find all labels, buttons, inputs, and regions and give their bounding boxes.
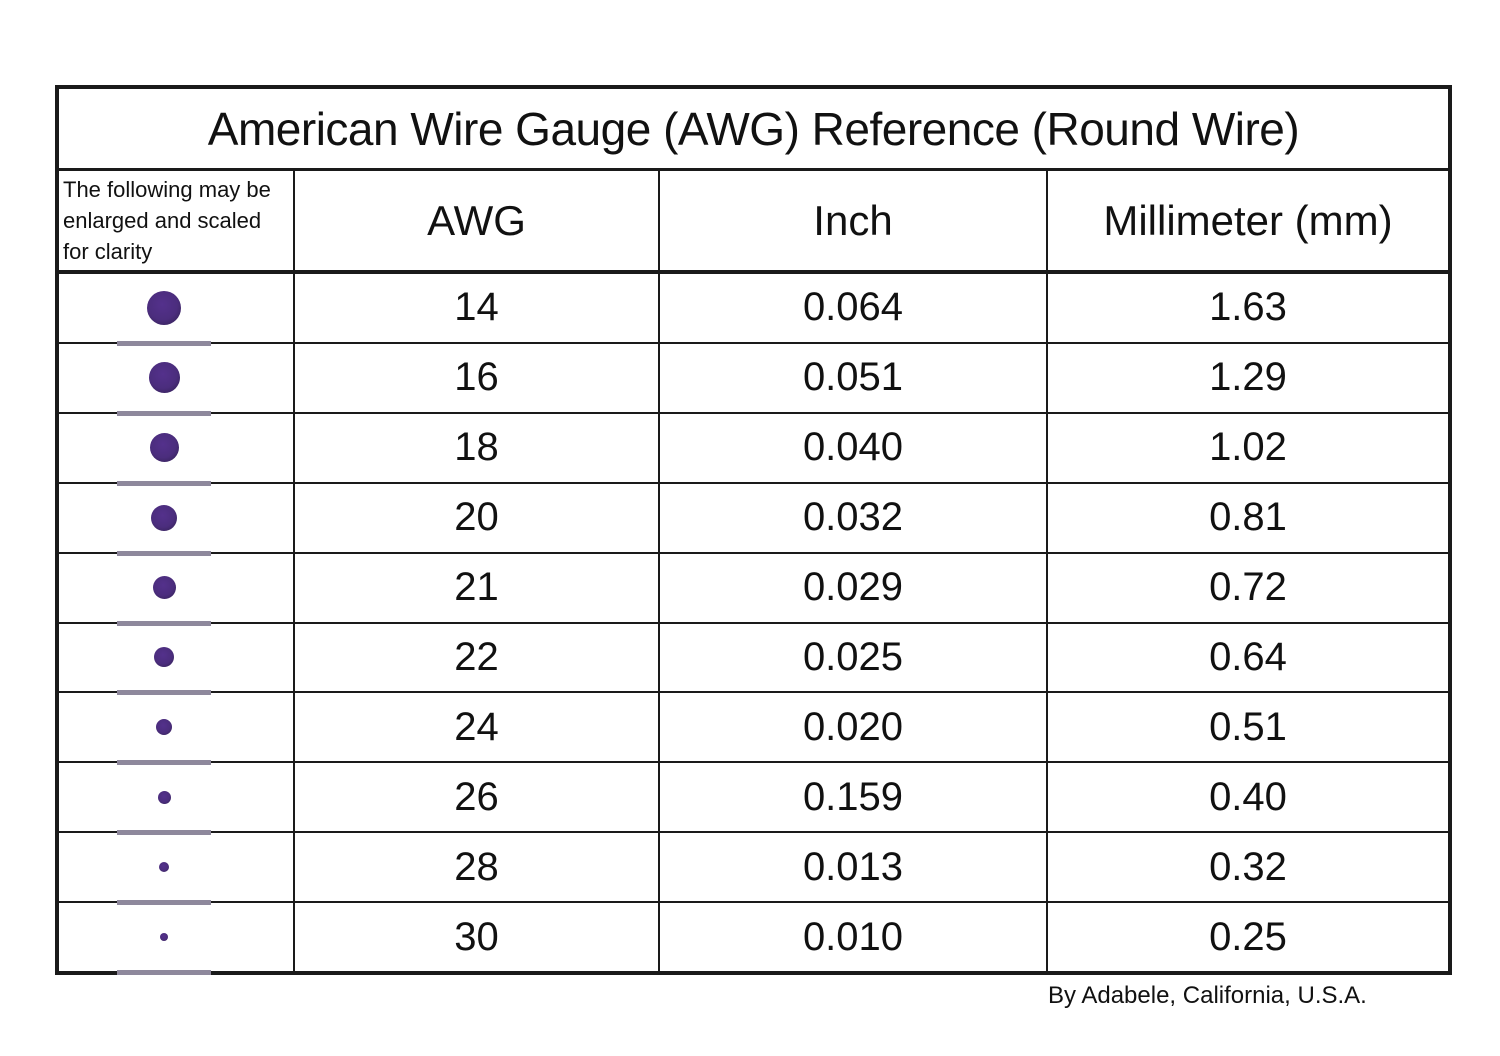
table-row: 30 0.010 0.25 xyxy=(59,903,1448,972)
header-row: The following may be enlarged and scaled… xyxy=(59,171,1448,274)
inch-value: 0.159 xyxy=(660,763,1048,832)
wire-size-dot-cell xyxy=(59,413,295,482)
table-row: 24 0.020 0.51 xyxy=(59,693,1448,764)
awg-value: 16 xyxy=(295,343,660,412)
mm-value: 1.02 xyxy=(1209,425,1287,470)
mm-value: 1.63 xyxy=(1209,285,1287,330)
column-header-inch: Inch xyxy=(660,171,1048,272)
wire-dot xyxy=(154,647,174,668)
mm-value: 0.81 xyxy=(1209,495,1287,540)
awg-value: 26 xyxy=(295,763,660,832)
wire-size-dot-cell xyxy=(59,274,295,342)
wire-size-dot-cell xyxy=(59,693,295,762)
column-header-mm: Millimeter (mm) xyxy=(1103,197,1393,245)
scale-note: The following may be enlarged and scaled… xyxy=(59,171,295,272)
table-row: 18 0.040 1.02 xyxy=(59,413,1448,484)
wire-dot xyxy=(160,933,168,942)
mm-value: 0.40 xyxy=(1209,774,1287,819)
wire-size-dot-cell xyxy=(59,553,295,622)
awg-value: 22 xyxy=(295,623,660,692)
column-header-awg: AWG xyxy=(295,171,660,272)
wire-dot xyxy=(159,862,169,873)
awg-value: 18 xyxy=(295,413,660,482)
awg-value: 28 xyxy=(295,833,660,902)
awg-value: 14 xyxy=(295,274,660,342)
wire-size-dot-cell xyxy=(59,623,295,692)
wire-dot xyxy=(149,433,179,463)
inch-value: 0.029 xyxy=(660,553,1048,622)
inch-value: 0.020 xyxy=(660,693,1048,762)
wire-size-dot-cell xyxy=(59,903,295,972)
inch-value: 0.010 xyxy=(660,903,1048,972)
wire-size-dot-cell xyxy=(59,763,295,832)
wire-dot xyxy=(156,719,172,736)
awg-value: 24 xyxy=(295,693,660,762)
mm-value: 1.29 xyxy=(1209,355,1287,400)
wire-size-dot-cell xyxy=(59,483,295,552)
table-row: 14 0.064 1.63 xyxy=(59,274,1448,344)
wire-dot xyxy=(157,790,171,804)
awg-value: 20 xyxy=(295,483,660,552)
awg-value: 21 xyxy=(295,553,660,622)
mm-value: 0.64 xyxy=(1209,634,1287,679)
wire-dot xyxy=(152,576,176,600)
mm-value: 0.51 xyxy=(1209,704,1287,749)
table-row: 16 0.051 1.29 xyxy=(59,343,1448,414)
mm-value: 0.32 xyxy=(1209,844,1287,889)
credit-line: By Adabele, California, U.S.A. xyxy=(1048,982,1367,1009)
mm-value: 0.25 xyxy=(1209,914,1287,959)
inch-value: 0.040 xyxy=(660,413,1048,482)
wire-size-dot-cell xyxy=(59,833,295,902)
wire-dot xyxy=(148,362,180,394)
table-row: 20 0.032 0.81 xyxy=(59,483,1448,554)
wire-dot xyxy=(147,290,181,325)
table-row: 22 0.025 0.64 xyxy=(59,623,1448,694)
inch-value: 0.032 xyxy=(660,483,1048,552)
table-row: 26 0.159 0.40 xyxy=(59,763,1448,834)
wire-dot xyxy=(151,504,177,531)
inch-value: 0.025 xyxy=(660,623,1048,692)
inch-value: 0.051 xyxy=(660,343,1048,412)
table-row: 28 0.013 0.32 xyxy=(59,833,1448,904)
inch-value: 0.013 xyxy=(660,833,1048,902)
table-title: American Wire Gauge (AWG) Reference (Rou… xyxy=(59,89,1448,171)
awg-reference-table: American Wire Gauge (AWG) Reference (Rou… xyxy=(55,85,1452,975)
table-row: 21 0.029 0.72 xyxy=(59,553,1448,624)
mm-value: 0.72 xyxy=(1209,565,1287,610)
awg-value: 30 xyxy=(295,903,660,972)
inch-value: 0.064 xyxy=(660,274,1048,342)
wire-size-dot-cell xyxy=(59,343,295,412)
